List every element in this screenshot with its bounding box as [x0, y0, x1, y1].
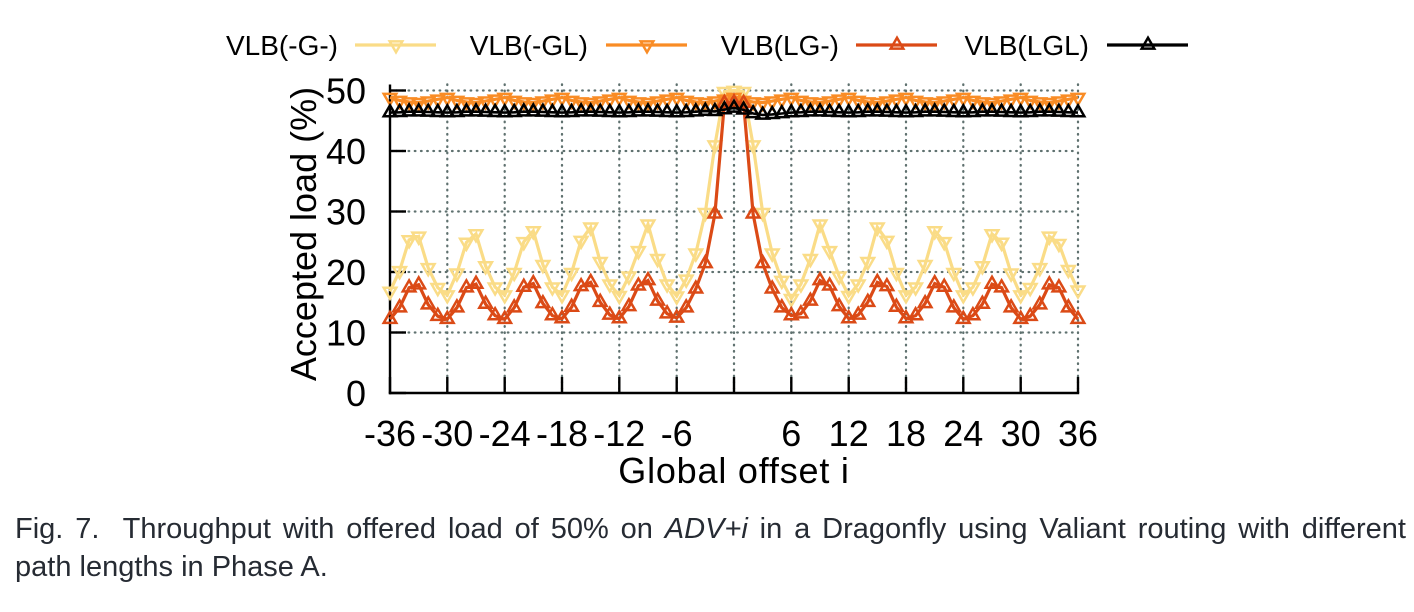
- svg-text:0: 0: [346, 373, 366, 414]
- svg-text:VLB(-GL): VLB(-GL): [470, 30, 588, 61]
- svg-text:-24: -24: [479, 413, 531, 454]
- svg-text:10: 10: [326, 313, 366, 354]
- svg-text:-18: -18: [536, 413, 588, 454]
- svg-text:20: 20: [326, 252, 366, 293]
- svg-text:Global offset i: Global offset i: [618, 450, 849, 491]
- svg-text:-36: -36: [364, 413, 416, 454]
- svg-text:6: 6: [781, 413, 801, 454]
- svg-text:VLB(LGL): VLB(LGL): [965, 30, 1090, 61]
- svg-text:24: 24: [943, 413, 983, 454]
- svg-text:-30: -30: [421, 413, 473, 454]
- svg-text:30: 30: [326, 192, 366, 233]
- svg-text:12: 12: [829, 413, 869, 454]
- svg-text:36: 36: [1058, 413, 1098, 454]
- svg-text:VLB(-G-): VLB(-G-): [226, 30, 338, 61]
- svg-text:40: 40: [326, 131, 366, 172]
- svg-text:Accepted load (%): Accepted load (%): [283, 87, 324, 381]
- svg-text:18: 18: [886, 413, 926, 454]
- svg-text:50: 50: [326, 71, 366, 112]
- svg-text:-12: -12: [593, 413, 645, 454]
- svg-text:30: 30: [1001, 413, 1041, 454]
- svg-text:VLB(LG-): VLB(LG-): [721, 30, 839, 61]
- svg-text:-6: -6: [661, 413, 693, 454]
